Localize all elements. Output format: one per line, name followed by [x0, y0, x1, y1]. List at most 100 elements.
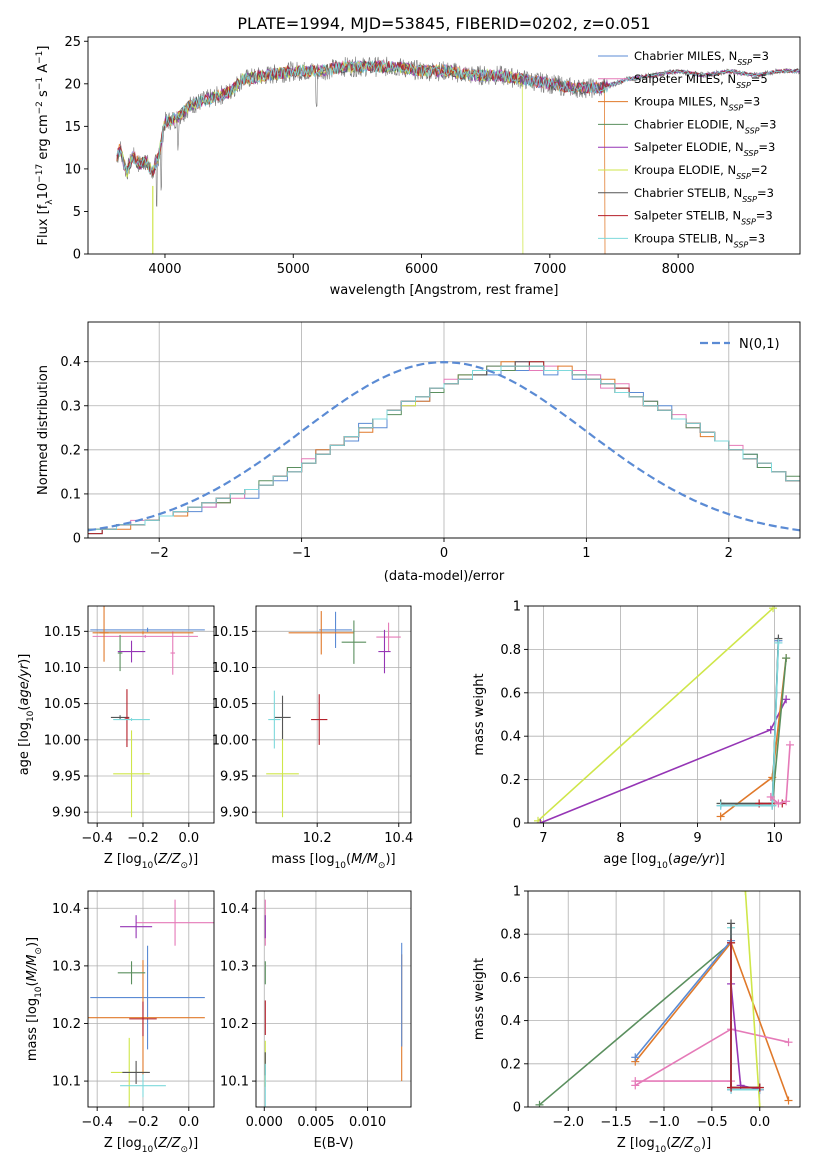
- mass_vs_age-xlabel-part: ⊙: [378, 861, 386, 871]
- legend-label-sub: SSP: [742, 194, 757, 203]
- ebv_vs_mass-xtick-label: 0.010: [349, 1115, 386, 1130]
- mass_vs_age-ytick-label: 10.05: [212, 697, 249, 712]
- z_weights-xtick-label: −1.0: [648, 1115, 680, 1130]
- mass_vs_age-plot-area: [266, 611, 401, 818]
- age_weights-xlabel-part: 10: [656, 861, 668, 871]
- age_weights-xtick-label: 9: [693, 831, 701, 846]
- z_vs_mass-ylabel-part: ⊙: [34, 947, 44, 955]
- spectrum-plot-area: [116, 56, 800, 254]
- ebv_vs_mass-xtick-label: 0.005: [297, 1115, 334, 1130]
- mass_vs_age-axes: 10.2 10.4 9.90 9.95 10.00 10.05 10.10 10.15 mass…: [212, 605, 413, 871]
- age_weights-xtick-label: 8: [616, 831, 624, 846]
- z_vs_age-xlabel-part: Z/Z: [157, 852, 181, 867]
- z_vs_age-ytick-label: 9.90: [52, 806, 81, 821]
- ebv_vs_mass-frame: [255, 890, 412, 1108]
- legend-label: Salpeter STELIB, NSSP=3: [634, 209, 773, 227]
- z_vs_age-xlabel-part: )]: [188, 852, 198, 867]
- spectrum-ylabel-part: 10: [36, 183, 51, 200]
- residuals-xtick-label: −1: [292, 546, 311, 561]
- z_vs_age-frame: [87, 605, 215, 824]
- z_vs_mass-xtick-label: −0.4: [81, 1115, 113, 1130]
- spectrum-ytick-label: 15: [64, 120, 81, 135]
- legend-label-part: =3: [760, 117, 777, 131]
- ebv_vs_mass-ytick-label: 10.4: [220, 902, 249, 917]
- spectrum-xtick-label: 4000: [148, 262, 181, 277]
- z_weights-ytick-label: 1: [513, 885, 521, 900]
- legend-label-sub: SSP: [729, 103, 744, 112]
- mass_vs_age-ytick-label: 10.15: [212, 625, 249, 640]
- spectrum-ylabel-part: s: [36, 90, 51, 101]
- mass_vs_age-xlabel-part: mass [log: [271, 852, 334, 867]
- legend-label-part: =3: [752, 49, 769, 63]
- age_weights-frame: [527, 605, 801, 824]
- legend-label-sub: SSP: [734, 240, 749, 249]
- z_vs_mass-ytick-label: 10.3: [52, 959, 81, 974]
- z_vs_mass-xlabel-part: (: [153, 1136, 158, 1151]
- z_vs_age-axes: −0.4 −0.2 0.0 9.90 9.95 10.00 10.05 10.10 10.15 Z…: [17, 605, 215, 871]
- residuals-histogram: [88, 361, 800, 535]
- age_weights-xlabel-part: age/yr: [673, 852, 716, 867]
- age_weights-xtick-label: 7: [539, 831, 547, 846]
- age_weights-weight-line: [537, 607, 774, 822]
- z_vs_age-xlabel-part: Z [log: [104, 852, 142, 867]
- z_vs_mass-ylabel-part: (: [25, 981, 40, 986]
- mass_vs_age-ytick-label: 9.90: [220, 806, 249, 821]
- legend-label: Salpeter MILES, NSSP=5: [634, 72, 768, 90]
- age_weights-ytick-label: 1: [513, 600, 521, 615]
- spectrum-model-line: [116, 61, 606, 254]
- residuals-xtick-label: 2: [725, 546, 733, 561]
- legend-label-sub: SSP: [744, 149, 759, 158]
- z_weights-xlabel-part: 10: [655, 1145, 667, 1155]
- spectrum-ylabel-part: Flux [f: [36, 204, 51, 245]
- legend-label-part: =5: [751, 72, 768, 86]
- z_vs_age-ytick-label: 10.10: [44, 661, 81, 676]
- legend-label-part: =3: [756, 209, 773, 223]
- legend-label-part: Salpeter ELODIE, N: [634, 140, 744, 154]
- ebv_vs_mass-xlabel-part: E(B-V): [313, 1136, 353, 1151]
- legend-label-part: =2: [751, 163, 768, 177]
- spectrum-ytick-label: 5: [73, 205, 81, 220]
- z_weights-xtick-label: 0.0: [749, 1115, 770, 1130]
- z_weights-ytick-label: 0.6: [500, 971, 521, 986]
- z_vs_age-ytick-label: 10.05: [44, 697, 81, 712]
- z_vs_age-xlabel-part: 10: [142, 861, 154, 871]
- residuals-histogram: [88, 365, 800, 530]
- residuals-ytick-label: 0: [73, 532, 81, 547]
- spectrum-ylabel-part: λ: [45, 199, 55, 205]
- legend-label-part: Chabrier STELIB, N: [634, 186, 742, 200]
- z_vs_mass-axes: −0.4 −0.2 0.010.110.210.310.4Z [log10(Z/Z⊙…: [25, 890, 215, 1155]
- legend-label-sub: SSP: [737, 58, 752, 67]
- z_vs_age-ylabel-part: 10: [26, 710, 36, 722]
- spectrum-xtick-label: 5000: [277, 262, 310, 277]
- residuals-ytick-label: 0.3: [60, 399, 81, 414]
- mass_vs_age-xlabel-part: M/M: [351, 852, 378, 867]
- z_vs_age-xlabel-part: ⊙: [180, 861, 188, 871]
- z_weights-ytick-label: 0.4: [500, 1014, 521, 1029]
- spectrum-model-line: [116, 59, 800, 177]
- z_vs_age-ytick-label: 10.15: [44, 625, 81, 640]
- z_weights-ylabel: mass weight: [472, 958, 487, 1040]
- legend-label-part: Salpeter MILES, N: [634, 72, 736, 86]
- spectrum-ytick-label: 25: [64, 35, 81, 50]
- legend-label: Kroupa MILES, NSSP=3: [634, 95, 760, 113]
- age_weights-xlabel-part: )]: [715, 852, 725, 867]
- spectrum-xtick-label: 7000: [533, 262, 566, 277]
- z_vs_mass-ylabel-part: M/M: [25, 955, 40, 982]
- ebv_vs_mass-plot-area: [264, 899, 403, 1107]
- mass_vs_age-xlabel-part: 10: [335, 861, 347, 871]
- age_weights-ytick-label: 0.8: [500, 643, 521, 658]
- mass_vs_age-xtick-label: 10.4: [384, 831, 413, 846]
- ebv_vs_mass-xlabel: E(B-V): [313, 1136, 353, 1151]
- spectrum-ylabel-part: ]: [36, 46, 51, 51]
- z_weights-xlabel-part: (: [666, 1136, 671, 1151]
- residuals-ytick-label: 0.4: [60, 355, 81, 370]
- spectrum-ylabel: Flux [fλ10−17 erg cm−2 s−1 A−1]: [35, 46, 55, 246]
- spectrum-ylabel-part: −1: [35, 51, 45, 64]
- z_weights-weight-line: [634, 938, 760, 1091]
- spectrum-ylabel-part: A: [36, 64, 51, 77]
- z_vs_mass-xtick-label: −0.2: [127, 1115, 159, 1130]
- legend-label-part: Kroupa STELIB, N: [634, 231, 734, 245]
- z_vs_mass-ylabel-part: )]: [25, 937, 40, 947]
- z_vs_age-ylabel-part: age/yr: [17, 662, 32, 705]
